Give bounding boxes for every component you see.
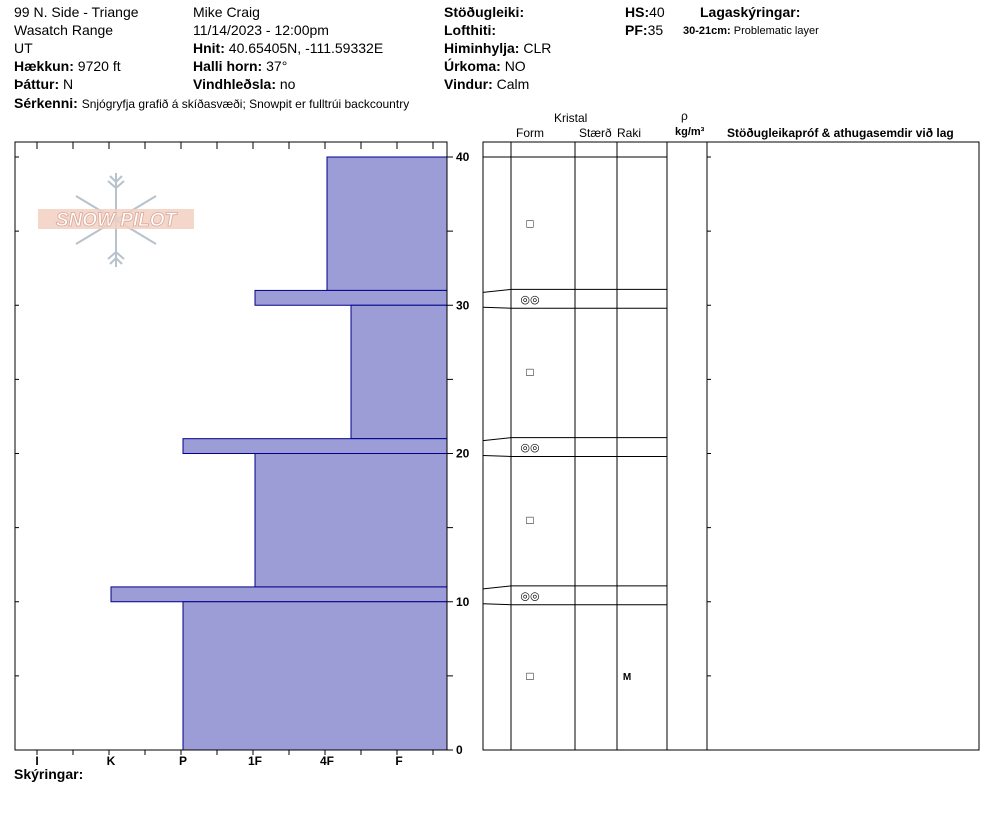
y-tick-label: 20 [456,447,470,461]
features-label: Sérkenni: [14,95,78,111]
layer-note-text: Problematic layer [733,25,819,37]
pf-row: PF:35 [625,22,663,38]
wind-value: Calm [496,76,530,92]
hardness-bar [110,586,448,603]
hardness-bar [254,289,448,306]
elevation-label: Hækkun: [14,58,74,74]
features-row: Sérkenni: Snjógryfja grafið á skíðasvæði… [14,95,409,112]
x-tick-label: I [35,754,38,768]
grain-form-symbol: □ [526,513,533,527]
form-heading: Form [516,126,544,140]
hs-label: HS: [625,4,650,20]
stability-row: Stöðugleiki: [444,4,524,20]
state-name: UT [14,40,33,56]
stability-tests-heading: Stöðugleikapróf & athugasemdir við lag [727,126,954,140]
grain-form-symbol: ◎◎ [520,294,539,306]
elevation-value: 9720 ft [77,58,121,74]
grain-form-symbol: ◎◎ [520,442,539,454]
x-tick-label: P [179,754,187,768]
comments-label: Skýringar: [14,766,84,782]
wind-loading-row: Vindhleðsla: no [193,76,295,92]
layer-connector [482,603,512,606]
hs-row: HS:40 [625,4,665,20]
range-name: Wasatch Range [14,22,114,38]
sky-value: CLR [523,40,552,56]
elevation-row: Hækkun: 9720 ft [14,58,121,74]
layer-connector [482,455,512,457]
airtemp-label: Lofthiti: [444,22,497,38]
layer-note-range: 30-21cm: [683,25,731,37]
layer-notes-label: Lagaskýringar: [700,4,801,20]
layer-connector [482,306,512,309]
density-unit-heading: kg/m³ [675,126,705,138]
hardness-bar [350,304,448,440]
sky-label: Himinhylja: [444,40,520,56]
y-tick-label: 0 [456,743,463,757]
features-value: Snjógryfja grafið á skíðasvæði; Snowpit … [81,97,410,111]
precip-value: NO [504,58,526,74]
wind-loading-value: no [279,76,296,92]
precip-row: Úrkoma: NO [444,58,526,74]
hs-value: 40 [649,4,665,20]
wind-label: Vindur: [444,76,493,92]
y-tick-label: 10 [456,595,470,609]
x-tick-label: F [395,754,402,768]
layer-table-frame [482,141,980,751]
location-name: 99 N. Side - Triange [14,4,139,20]
rho-heading: ρ [681,109,688,123]
hardness-bar [326,156,448,291]
logo-text: SNOW PILOT [56,210,178,231]
aspect-row: Þáttur: N [14,76,73,92]
layer-note: 30-21cm: Problematic layer [683,23,819,39]
slope-label: Halli horn: [193,58,263,74]
aspect-value: N [63,76,74,92]
x-tick-label: 4F [320,754,334,768]
grain-form-symbol: □ [526,365,533,379]
y-tick-label: 40 [456,150,470,164]
size-heading: Stærð [579,126,612,140]
slope-row: Halli horn: 37° [193,58,287,74]
moisture-heading: Raki [617,126,642,140]
hardness-bar [182,438,448,454]
x-tick-label: 1F [248,754,262,768]
airtemp-row: Lofthiti: [444,22,496,38]
y-tick-label: 30 [456,298,470,312]
coords-row: Hnit: 40.65405N, -111.59332E [193,40,383,56]
coords-label: Hnit: [193,40,225,56]
coords-value: 40.65405N, -111.59332E [228,40,384,56]
hardness-bar [182,601,448,751]
observation-datetime: 11/14/2023 - 12:00pm [193,22,329,38]
grain-form-symbol: ◎◎ [520,590,539,602]
snowpilot-logo: SNOW PILOT [38,173,194,267]
hardness-bar [254,453,448,588]
grain-form-symbol: □ [526,669,533,683]
layer-connector [482,288,512,293]
stability-label: Stöðugleiki: [444,4,525,20]
moisture-symbol: M [623,672,631,683]
crystal-heading: Kristal [554,111,588,125]
wind-row: Vindur: Calm [444,76,529,92]
pf-value: 35 [647,22,664,38]
sky-row: Himinhylja: CLR [444,40,551,56]
slope-value: 37° [266,58,288,74]
wind-loading-label: Vindhleðsla: [193,76,276,92]
x-tick-label: K [107,754,116,768]
layer-connector [482,437,512,442]
pf-label: PF: [625,22,648,38]
aspect-label: Þáttur: [14,76,60,92]
observer-name: Mike Craig [193,4,260,20]
grain-form-symbol: □ [526,217,533,231]
precip-label: Úrkoma: [444,58,501,74]
hardness-frame [14,141,448,751]
layer-connector [482,585,512,590]
